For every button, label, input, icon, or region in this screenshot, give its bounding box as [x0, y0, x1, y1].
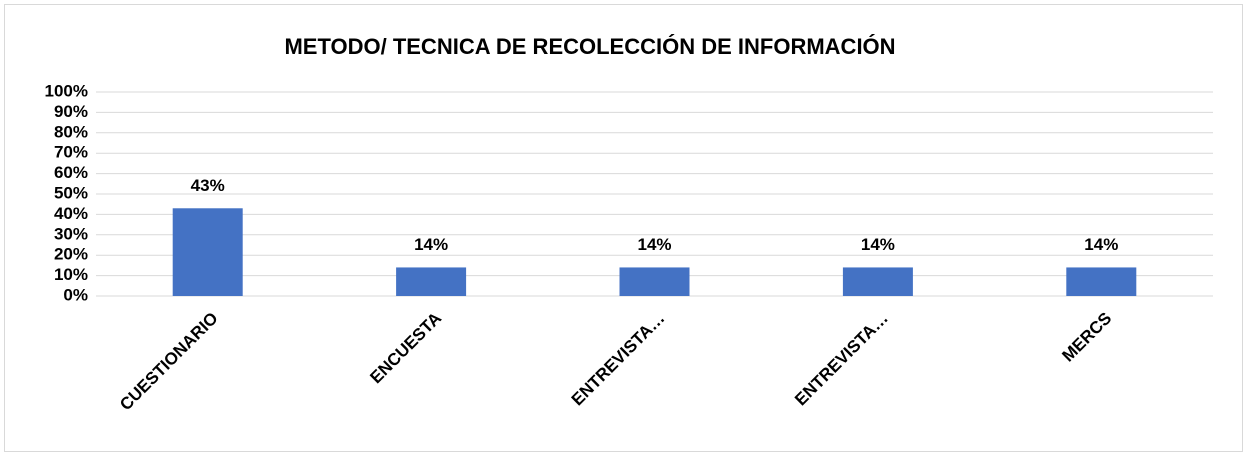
data-label: 14% — [1084, 235, 1118, 254]
chart-title: METODO/ TECNICA DE RECOLECCIÓN DE INFORM… — [284, 34, 895, 59]
bar — [1066, 267, 1137, 296]
y-tick-label: 80% — [54, 122, 88, 141]
y-tick-label: 70% — [54, 143, 88, 162]
data-label: 43% — [191, 176, 225, 195]
bar — [172, 208, 243, 296]
bar — [842, 267, 913, 296]
data-label: 14% — [414, 235, 448, 254]
y-tick-label: 90% — [54, 102, 88, 121]
y-tick-label: 60% — [54, 163, 88, 182]
y-tick-label: 20% — [54, 245, 88, 264]
data-label: 14% — [637, 235, 671, 254]
y-tick-label: 0% — [63, 285, 88, 304]
y-tick-label: 30% — [54, 224, 88, 243]
data-label: 14% — [861, 235, 895, 254]
bar — [619, 267, 690, 296]
bar — [396, 267, 467, 296]
y-tick-label: 10% — [54, 265, 88, 284]
y-tick-label: 50% — [54, 183, 88, 202]
y-tick-label: 40% — [54, 204, 88, 223]
y-tick-label: 100% — [45, 81, 88, 100]
